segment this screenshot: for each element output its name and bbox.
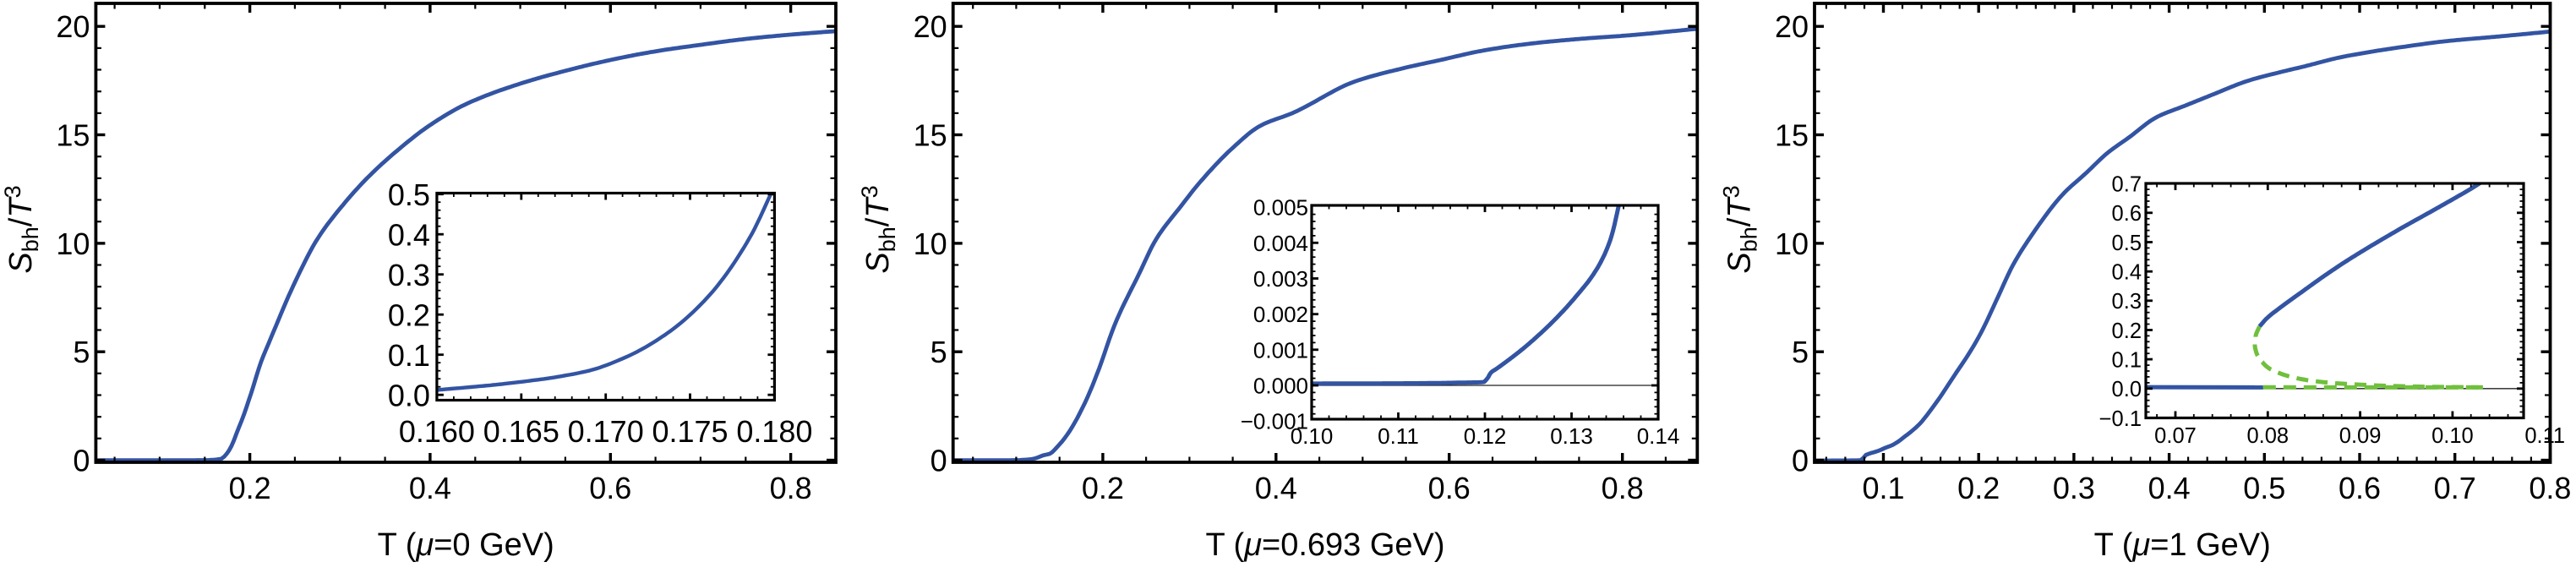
svg-text:0.160: 0.160 bbox=[399, 414, 475, 449]
svg-text:T (μ=1 GeV): T (μ=1 GeV) bbox=[2094, 527, 2271, 563]
svg-text:0.0: 0.0 bbox=[388, 378, 430, 412]
svg-text:15: 15 bbox=[1775, 118, 1809, 153]
svg-text:0.6: 0.6 bbox=[2339, 471, 2381, 505]
svg-text:0.2: 0.2 bbox=[388, 297, 430, 332]
svg-text:T (μ=0 GeV): T (μ=0 GeV) bbox=[378, 527, 554, 563]
svg-text:5: 5 bbox=[73, 335, 90, 369]
svg-text:0.10: 0.10 bbox=[2431, 424, 2474, 448]
svg-text:0: 0 bbox=[73, 444, 90, 478]
svg-text:10: 10 bbox=[56, 226, 90, 261]
svg-text:5: 5 bbox=[931, 335, 947, 369]
svg-text:20: 20 bbox=[56, 9, 90, 44]
svg-text:0.180: 0.180 bbox=[736, 414, 812, 449]
svg-text:0.000: 0.000 bbox=[1253, 374, 1308, 399]
svg-text:0.6: 0.6 bbox=[1428, 471, 1471, 505]
svg-text:0.2: 0.2 bbox=[2112, 319, 2142, 343]
svg-text:0.2: 0.2 bbox=[1957, 471, 2000, 505]
svg-text:0.2: 0.2 bbox=[1082, 471, 1124, 505]
svg-text:Sbh/T3: Sbh/T3 bbox=[0, 185, 43, 273]
svg-text:0.004: 0.004 bbox=[1253, 231, 1308, 256]
svg-text:0.5: 0.5 bbox=[2243, 471, 2285, 505]
svg-text:0.11: 0.11 bbox=[2524, 424, 2565, 448]
svg-text:0.6: 0.6 bbox=[2112, 202, 2142, 226]
svg-text:0.4: 0.4 bbox=[409, 471, 451, 505]
svg-text:0.7: 0.7 bbox=[2112, 173, 2142, 197]
svg-text:0.3: 0.3 bbox=[2112, 290, 2142, 314]
svg-text:0.2: 0.2 bbox=[229, 471, 271, 505]
svg-text:0.07: 0.07 bbox=[2154, 424, 2197, 448]
svg-text:0.4: 0.4 bbox=[2112, 261, 2142, 285]
svg-text:15: 15 bbox=[914, 118, 947, 153]
svg-text:0.8: 0.8 bbox=[2529, 471, 2571, 505]
svg-text:0.3: 0.3 bbox=[2053, 471, 2095, 505]
svg-text:−0.1: −0.1 bbox=[2099, 407, 2142, 431]
svg-text:0: 0 bbox=[931, 444, 947, 478]
svg-text:0.1: 0.1 bbox=[1862, 471, 1904, 505]
svg-text:0.4: 0.4 bbox=[388, 217, 430, 252]
svg-text:0.8: 0.8 bbox=[1602, 471, 1644, 505]
svg-text:0.003: 0.003 bbox=[1253, 266, 1308, 292]
svg-text:0.08: 0.08 bbox=[2246, 424, 2289, 448]
svg-text:0.09: 0.09 bbox=[2339, 424, 2382, 448]
svg-text:15: 15 bbox=[56, 118, 90, 153]
svg-text:0: 0 bbox=[1792, 444, 1809, 478]
svg-text:0.5: 0.5 bbox=[388, 177, 430, 212]
svg-text:0.11: 0.11 bbox=[1378, 423, 1419, 449]
svg-text:0.4: 0.4 bbox=[1255, 471, 1297, 505]
svg-text:0.3: 0.3 bbox=[388, 258, 430, 292]
svg-text:0.1: 0.1 bbox=[388, 338, 430, 373]
svg-text:0.12: 0.12 bbox=[1464, 423, 1507, 449]
svg-text:0.165: 0.165 bbox=[483, 414, 559, 449]
svg-text:0.0: 0.0 bbox=[2112, 378, 2142, 401]
svg-text:−0.001: −0.001 bbox=[1241, 409, 1308, 434]
svg-text:0.175: 0.175 bbox=[652, 414, 728, 449]
svg-text:0.5: 0.5 bbox=[2112, 232, 2142, 255]
svg-text:0.8: 0.8 bbox=[770, 471, 812, 505]
svg-text:0.001: 0.001 bbox=[1253, 337, 1308, 363]
svg-text:10: 10 bbox=[1775, 226, 1809, 261]
svg-text:Sbh/T3: Sbh/T3 bbox=[857, 185, 900, 273]
svg-text:0.002: 0.002 bbox=[1253, 302, 1308, 327]
svg-text:20: 20 bbox=[1775, 9, 1809, 44]
svg-text:0.4: 0.4 bbox=[2148, 471, 2191, 505]
svg-text:0.13: 0.13 bbox=[1550, 423, 1593, 449]
svg-text:0.1: 0.1 bbox=[2112, 348, 2142, 372]
svg-text:0.10: 0.10 bbox=[1291, 423, 1334, 449]
svg-text:0.005: 0.005 bbox=[1253, 195, 1308, 221]
svg-text:0.6: 0.6 bbox=[589, 471, 631, 505]
svg-text:0.14: 0.14 bbox=[1637, 423, 1680, 449]
svg-text:5: 5 bbox=[1792, 335, 1809, 369]
svg-text:10: 10 bbox=[914, 226, 947, 261]
svg-text:T (μ=0.693 GeV): T (μ=0.693 GeV) bbox=[1205, 527, 1444, 563]
svg-text:20: 20 bbox=[914, 9, 947, 44]
svg-text:Sbh/T3: Sbh/T3 bbox=[1719, 185, 1762, 273]
svg-text:0.170: 0.170 bbox=[568, 414, 644, 449]
svg-text:0.7: 0.7 bbox=[2434, 471, 2476, 505]
